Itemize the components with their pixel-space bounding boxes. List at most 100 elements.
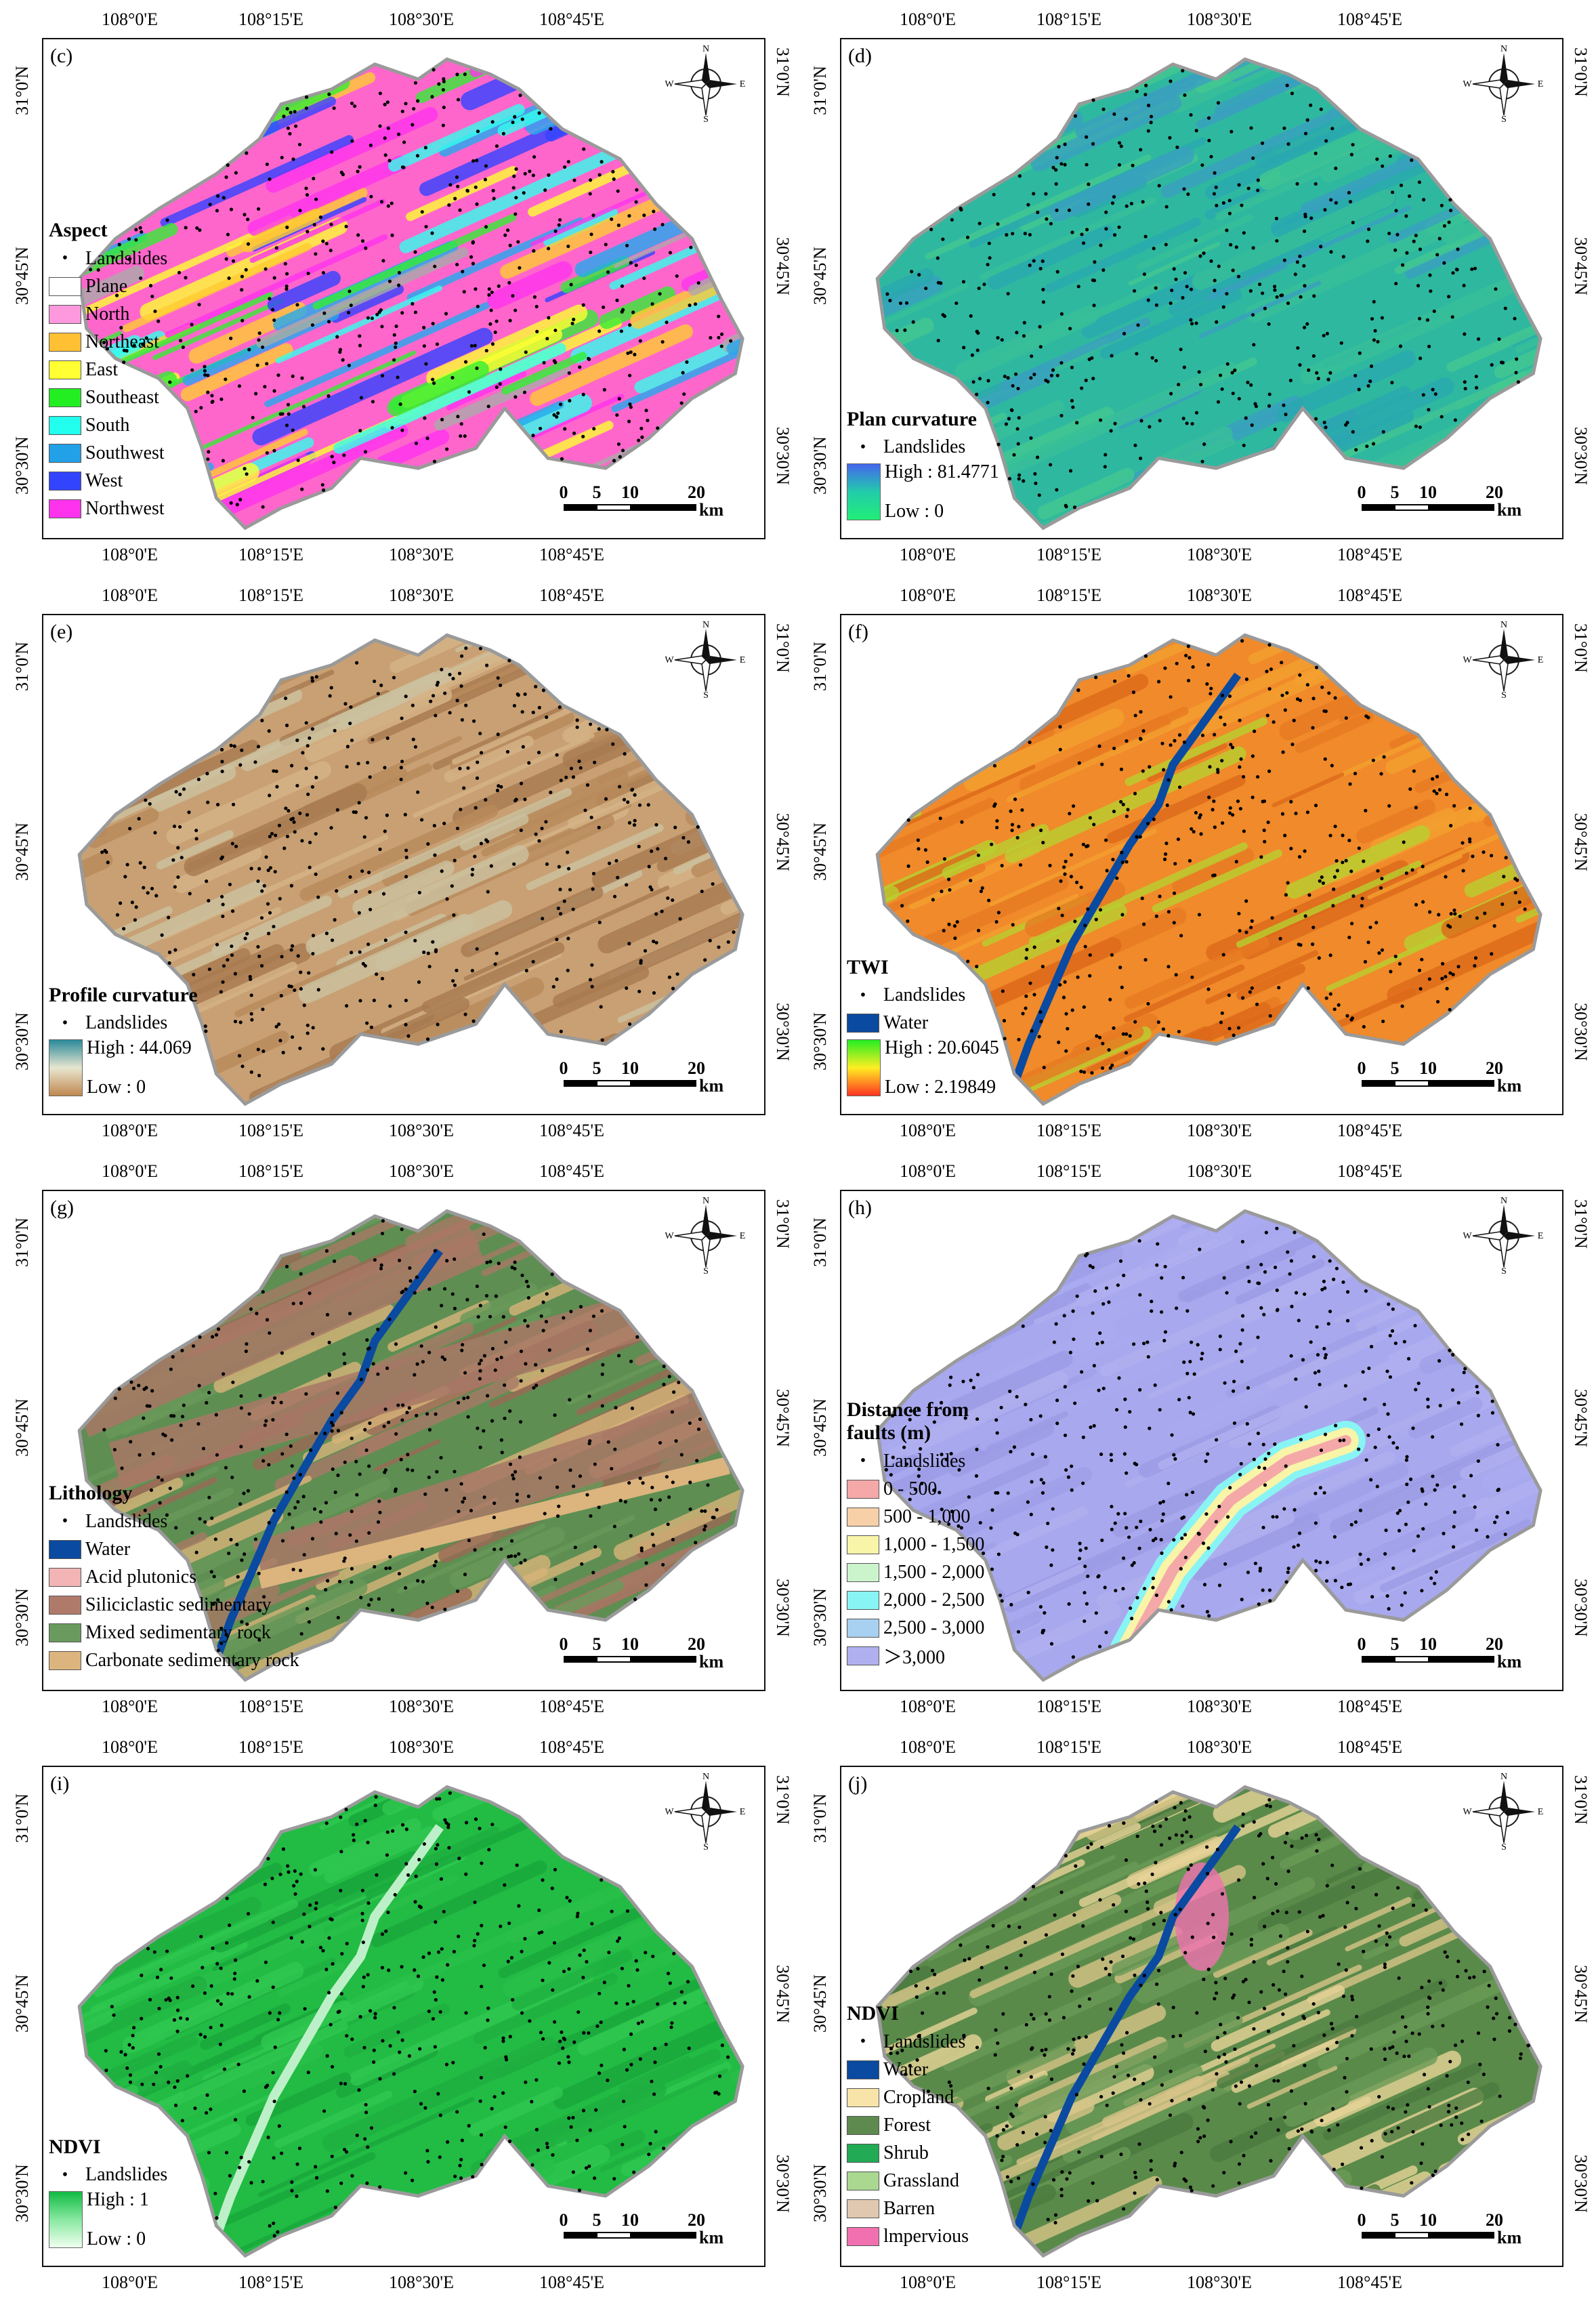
landslide-point [1000, 337, 1004, 342]
landslide-point [1472, 1975, 1476, 1979]
legend-swatch [49, 1595, 81, 1615]
landslide-point [462, 786, 466, 790]
landslide-point [544, 1320, 549, 1324]
compass-e: E [740, 79, 746, 89]
landslide-point [240, 318, 245, 323]
landslide-point [588, 192, 592, 196]
landslide-point [366, 871, 371, 875]
lon-label-top: 108°15'E [238, 9, 303, 29]
landslide-point [1075, 421, 1079, 425]
landslide-point [1164, 842, 1169, 846]
landslide-point [1219, 2022, 1223, 2027]
landslide-point [501, 1314, 505, 1319]
landslide-point [1387, 1935, 1392, 1939]
landslide-point [336, 1428, 341, 1433]
landslide-point [397, 283, 401, 287]
landslide-point [1135, 1834, 1139, 1838]
legend-swatch [49, 1539, 81, 1559]
landslide-point [314, 675, 318, 679]
landslide-point [1182, 740, 1186, 745]
landslide-point [1448, 1348, 1452, 1352]
landslide-point [195, 226, 199, 230]
landslide-point [498, 382, 502, 386]
landslide-point [1376, 339, 1380, 344]
landslide-point [1417, 968, 1422, 972]
landslide-point [350, 1510, 354, 1514]
landslide-point [129, 1440, 133, 1444]
landslide-point [289, 884, 294, 888]
landslide-point [1225, 291, 1229, 296]
landslide-point [1059, 360, 1064, 365]
landslide-point [127, 237, 131, 241]
landslide-point [621, 308, 625, 312]
landslide-point [345, 2034, 349, 2038]
landslide-point [1150, 356, 1154, 360]
landslide-point [1334, 1424, 1338, 1428]
landslide-point [1452, 1510, 1457, 1514]
landslide-point [1363, 959, 1368, 964]
landslide-point [559, 778, 563, 783]
landslide-point [366, 316, 370, 320]
landslide-point [666, 1522, 670, 1527]
landslide-point [1160, 1518, 1164, 1523]
landslide-point [1285, 83, 1289, 87]
landslide-point [1383, 2132, 1387, 2136]
landslide-point [1337, 1003, 1341, 1007]
scale-tick-label: 0 [1357, 482, 1366, 502]
lon-label-top: 108°0'E [102, 1161, 158, 1181]
landslide-point [249, 2181, 253, 2185]
landslide-point [1054, 168, 1058, 172]
landslide-point [708, 938, 712, 942]
landslide-point [698, 1417, 702, 1421]
landslide-point [219, 1641, 224, 1645]
landslide-point [1092, 278, 1097, 283]
legend-swatch [847, 1590, 879, 1610]
landslide-point [293, 1505, 297, 1510]
landslide-point [1146, 103, 1151, 108]
landslide-point [453, 2174, 457, 2178]
landslide-point [1016, 386, 1020, 391]
landslide-point [537, 751, 541, 755]
landslide-point [1030, 1029, 1034, 1033]
landslide-point [555, 937, 559, 942]
landslide-point [487, 287, 491, 291]
landslide-point [1330, 764, 1334, 768]
landslide-point [484, 1293, 489, 1298]
landslide-point [224, 1633, 228, 1637]
landslide-point [388, 1555, 392, 1559]
landslide-point [1013, 797, 1017, 802]
landslide-point [257, 1638, 261, 1642]
landslide-point [1205, 682, 1209, 686]
compass-w: W [665, 79, 674, 89]
landslide-point [1196, 1343, 1200, 1347]
landslide-point [1049, 222, 1053, 226]
landslide-point [247, 1412, 251, 1416]
legend-label: East [85, 358, 119, 380]
landslide-point [337, 1579, 342, 1583]
lat-label-left: 30°30'N [12, 436, 32, 495]
landslide-point [1202, 1583, 1207, 1587]
landslide-point [201, 1447, 206, 1451]
landslide-point [379, 200, 384, 204]
lat-label-left: 30°45'N [810, 823, 830, 881]
landslide-point [1424, 1908, 1428, 1912]
landslide-point [1144, 1889, 1148, 1893]
landslide-point [464, 1872, 468, 1876]
landslide-point [953, 936, 957, 940]
landslide-point [215, 1961, 219, 1966]
landslide-point [1112, 746, 1116, 751]
legend-label: North [85, 303, 130, 325]
landslide-point [469, 344, 474, 348]
landslide-point [191, 1984, 195, 1988]
landslide-point [567, 1967, 571, 1971]
landslide-point [1150, 1872, 1154, 1876]
landslide-point [662, 1365, 666, 1369]
landslide-point-icon: • [62, 2165, 68, 2184]
landslide-point [1240, 1240, 1245, 1244]
landslide-point [1414, 806, 1418, 810]
landslide-point [342, 1559, 346, 1563]
landslide-point [499, 1924, 503, 1928]
landslide-point [1081, 1435, 1085, 1439]
landslide-point [308, 840, 312, 844]
landslide-point [1239, 2080, 1244, 2084]
